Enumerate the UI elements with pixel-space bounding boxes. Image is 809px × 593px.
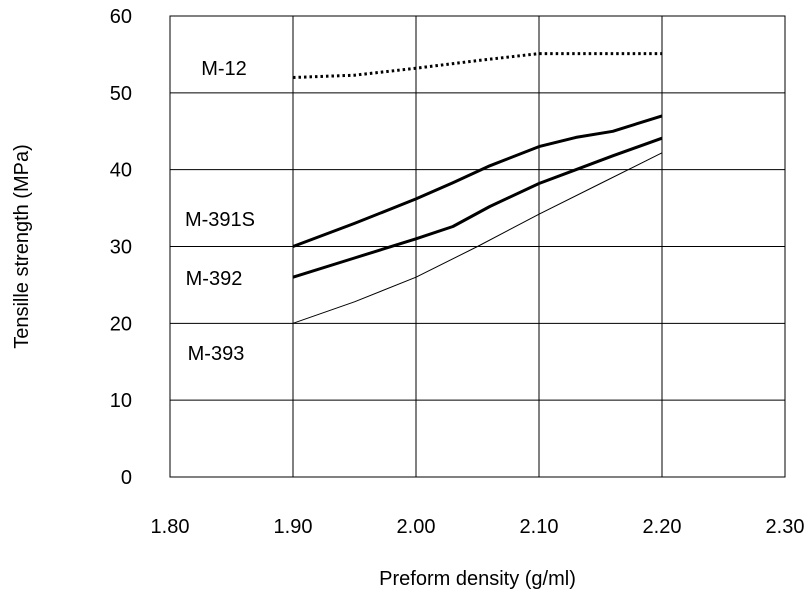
series-layer: [292, 52, 663, 324]
y-tick-label: 30: [110, 237, 132, 259]
series-labels: M-12 M-391S M-392 M-393: [185, 58, 255, 365]
series-line-m-391s: [292, 114, 663, 248]
series-label-m-12: M-12: [201, 58, 247, 80]
x-tick-label: 2.00: [397, 516, 436, 538]
x-tick-label: 2.20: [643, 516, 682, 538]
x-tick-label: 2.10: [520, 516, 559, 538]
x-tick-label: 1.90: [274, 516, 313, 538]
grid: [170, 16, 785, 477]
series-label-m-392: M-392: [186, 268, 243, 290]
y-tick-labels: 0 10 20 30 40 50 60: [110, 6, 132, 489]
series-line-m-393: [292, 152, 663, 324]
x-axis-title: Preform density (g/ml): [379, 568, 576, 590]
y-tick-label: 0: [121, 467, 132, 489]
y-axis-title: Tensille strength (MPa): [11, 144, 33, 349]
x-tick-labels: 1.80 1.90 2.00 2.10 2.20 2.30: [151, 516, 805, 538]
y-tick-label: 10: [110, 390, 132, 412]
y-tick-label: 50: [110, 83, 132, 105]
series-line-m-392: [292, 136, 663, 279]
series-label-m-391s: M-391S: [185, 209, 255, 231]
y-tick-label: 20: [110, 313, 132, 335]
x-tick-label: 1.80: [151, 516, 190, 538]
y-tick-label: 60: [110, 6, 132, 28]
x-tick-label: 2.30: [766, 516, 805, 538]
plot-frame: [169, 15, 786, 478]
series-line-m-12: [292, 52, 662, 79]
series-label-m-393: M-393: [188, 343, 245, 365]
y-tick-label: 40: [110, 160, 132, 182]
